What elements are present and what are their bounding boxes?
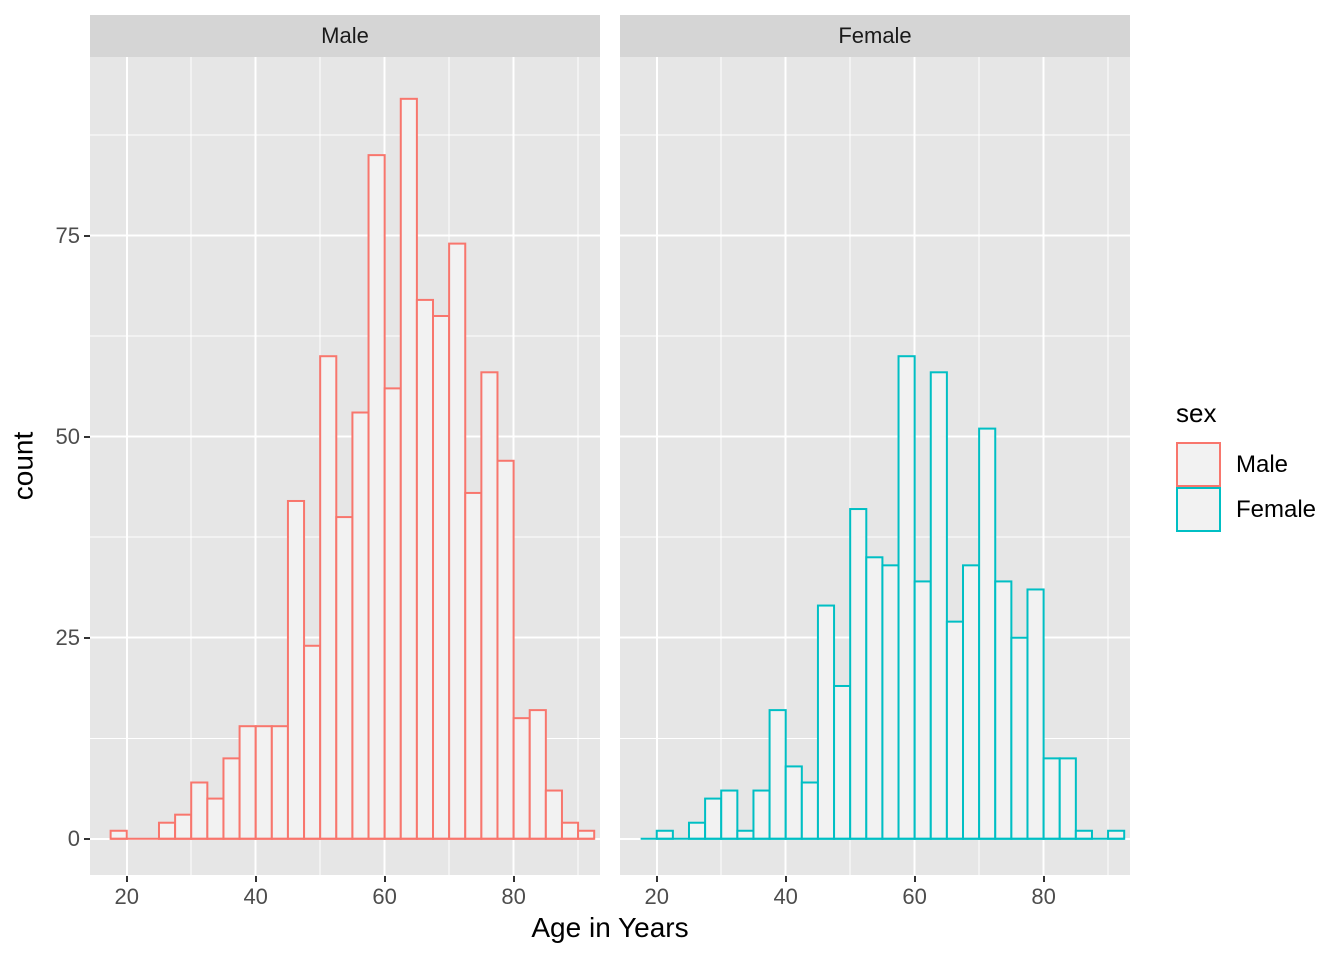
histogram-bar xyxy=(512,717,531,840)
histogram-bar xyxy=(351,411,370,840)
histogram-bar xyxy=(1010,636,1029,840)
x-tick-mark xyxy=(784,876,787,882)
y-tick-mark xyxy=(84,837,90,840)
y-tick-mark xyxy=(84,636,90,639)
y-tick-label: 50 xyxy=(55,423,80,449)
y-axis-title-wrap: count xyxy=(0,57,46,875)
histogram-bar xyxy=(399,97,418,840)
histogram-bar xyxy=(1074,829,1093,840)
legend-key-female xyxy=(1176,487,1221,532)
histogram-bar xyxy=(415,298,435,840)
histogram-bar xyxy=(752,789,771,840)
facet-strip-label: Male xyxy=(321,23,369,48)
histogram-bar xyxy=(800,781,819,840)
histogram-bar xyxy=(577,829,596,840)
x-tick-label: 80 xyxy=(1031,884,1056,909)
x-tick-label: 40 xyxy=(773,884,798,909)
histogram-bar xyxy=(190,781,209,840)
histogram-bar xyxy=(286,499,306,840)
histogram-bar xyxy=(962,564,981,840)
histogram-bar xyxy=(736,829,755,840)
x-tick-mark xyxy=(913,876,916,882)
histogram-bar xyxy=(833,684,852,840)
histogram-bar xyxy=(929,371,948,840)
legend-title: sex xyxy=(1176,398,1217,428)
histogram-bar xyxy=(367,154,386,840)
legend-key-male xyxy=(1176,442,1221,487)
x-tick-label: 40 xyxy=(243,884,268,909)
histogram-bar xyxy=(319,355,338,840)
histogram-bar xyxy=(720,789,739,840)
facet-strip-male: Male xyxy=(90,15,600,57)
y-tick-label: 25 xyxy=(55,624,80,650)
facet-strip-female: Female xyxy=(620,15,1130,57)
histogram-bar xyxy=(1042,757,1061,840)
histogram-bar xyxy=(1058,757,1077,840)
histogram-bar xyxy=(994,580,1013,840)
histogram-female xyxy=(620,57,1130,875)
x-axis-title: Age in Years xyxy=(531,912,689,943)
histogram-bar xyxy=(560,821,580,840)
histogram-bar xyxy=(1026,588,1045,840)
histogram-bar xyxy=(687,821,707,840)
histogram-bar xyxy=(238,725,257,840)
histogram-bar xyxy=(897,355,916,840)
y-tick-mark xyxy=(84,435,90,438)
y-tick-label: 75 xyxy=(55,222,80,248)
histogram-bar xyxy=(655,829,674,840)
histogram-bar xyxy=(528,709,547,840)
x-tick-mark xyxy=(1042,876,1045,882)
histogram-bar xyxy=(816,604,836,840)
histogram-bar xyxy=(913,580,932,840)
x-tick-label: 60 xyxy=(372,884,397,909)
facet-strip-label: Female xyxy=(838,23,912,48)
histogram-bar xyxy=(464,491,483,840)
x-tick-mark xyxy=(254,876,257,882)
histogram-bar xyxy=(335,516,354,840)
x-tick-mark xyxy=(125,876,128,882)
panel-male xyxy=(90,57,600,875)
histogram-male xyxy=(90,57,600,875)
legend-label-female: Female xyxy=(1236,496,1317,523)
histogram-bar xyxy=(206,797,225,840)
x-tick-mark xyxy=(383,876,386,882)
histogram-bar xyxy=(784,765,803,840)
histogram-bar xyxy=(704,797,723,840)
histogram-bar xyxy=(768,709,787,840)
x-tick-label: 20 xyxy=(114,884,139,909)
histogram-bar xyxy=(254,725,273,840)
histogram-bar xyxy=(432,314,451,840)
histogram-bar xyxy=(865,556,884,840)
y-tick-label: 0 xyxy=(67,825,80,851)
histogram-bar xyxy=(109,829,128,840)
x-tick-mark xyxy=(512,876,515,882)
legend-label-male: Male xyxy=(1236,451,1289,478)
histogram-bar xyxy=(849,508,868,840)
x-tick-label: 20 xyxy=(644,884,669,909)
histogram-bar xyxy=(480,371,499,840)
histogram-bar xyxy=(222,757,241,840)
y-tick-mark xyxy=(84,234,90,237)
histogram-bar xyxy=(1107,829,1126,840)
histogram-bar xyxy=(448,242,467,840)
histogram-bar xyxy=(303,644,322,840)
histogram-bar xyxy=(270,725,289,840)
histogram-bar xyxy=(978,427,997,840)
histogram-bar xyxy=(945,620,965,840)
histogram-bar xyxy=(496,459,515,840)
histogram-bar xyxy=(881,564,900,840)
x-tick-label: 60 xyxy=(902,884,927,909)
x-tick-label: 80 xyxy=(501,884,526,909)
histogram-bar xyxy=(157,821,177,840)
histogram-bar xyxy=(383,387,402,840)
panel-female xyxy=(620,57,1130,875)
histogram-bar xyxy=(544,789,563,840)
x-tick-mark xyxy=(655,876,658,882)
histogram-bar xyxy=(174,813,193,840)
